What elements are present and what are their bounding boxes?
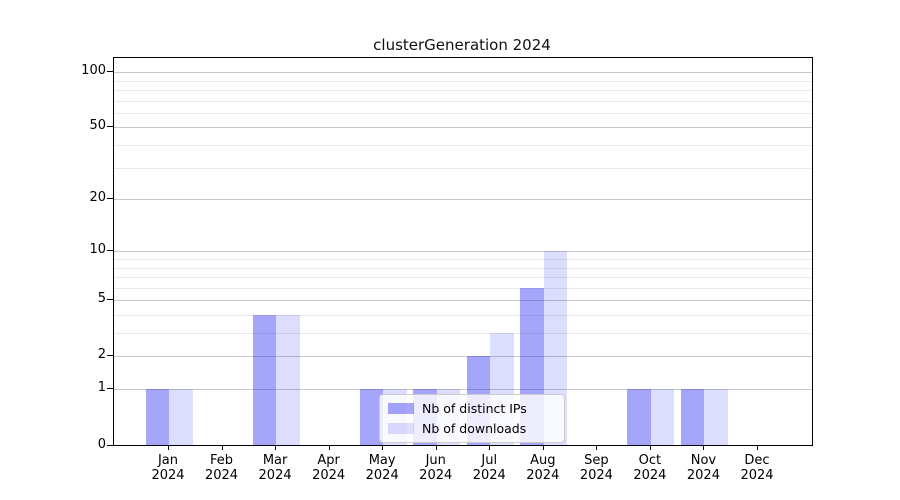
x-tick bbox=[649, 446, 651, 450]
gridline-major bbox=[114, 300, 812, 302]
gridline-minor bbox=[114, 258, 812, 260]
legend: Nb of distinct IPs Nb of downloads bbox=[379, 394, 565, 443]
y-tick-label: 5 bbox=[97, 291, 106, 307]
gridline-major bbox=[114, 356, 812, 358]
bar-distinct-ips bbox=[680, 389, 705, 445]
x-tick bbox=[756, 446, 758, 450]
x-tick-sublabel: 2024 bbox=[258, 468, 292, 483]
x-tick-sublabel: 2024 bbox=[526, 468, 560, 483]
x-tick-label: Jan 2024 bbox=[138, 453, 198, 483]
gridline-minor bbox=[114, 333, 812, 335]
bar-distinct-ips bbox=[627, 389, 651, 445]
plot-area: Nb of distinct IPs Nb of downloads bbox=[113, 57, 813, 446]
bar-distinct-ips bbox=[359, 389, 384, 445]
x-tick-label: Oct 2024 bbox=[620, 453, 680, 483]
gridline-major bbox=[114, 199, 812, 201]
legend-item-downloads: Nb of downloads bbox=[388, 421, 556, 436]
x-tick-sublabel: 2024 bbox=[419, 468, 453, 483]
x-tick bbox=[542, 446, 544, 450]
x-tick-label: Mar 2024 bbox=[245, 453, 305, 483]
bar-distinct-ips bbox=[145, 389, 169, 445]
gridline-major bbox=[114, 127, 812, 129]
x-tick-label: Apr 2024 bbox=[299, 453, 359, 483]
y-tick-label: 100 bbox=[81, 63, 106, 79]
x-tick-sublabel: 2024 bbox=[472, 468, 506, 483]
x-tick-sublabel: 2024 bbox=[579, 468, 613, 483]
gridline-minor bbox=[114, 167, 812, 169]
y-tick bbox=[107, 198, 113, 200]
bar-downloads bbox=[650, 389, 675, 445]
gridline-minor bbox=[114, 100, 812, 102]
gridline-major bbox=[114, 389, 812, 390]
y-tick-label: 10 bbox=[89, 242, 106, 258]
y-tick bbox=[107, 126, 113, 128]
x-tick bbox=[382, 446, 384, 450]
x-tick-label: Sep 2024 bbox=[566, 453, 626, 483]
x-tick bbox=[328, 446, 330, 450]
x-tick-label: May 2024 bbox=[352, 453, 412, 483]
legend-swatch-distinct-ips bbox=[388, 403, 414, 414]
bar-downloads bbox=[704, 389, 728, 445]
x-tick-label: Jun 2024 bbox=[406, 453, 466, 483]
chart-title: clusterGeneration 2024 bbox=[373, 36, 551, 54]
gridline-minor bbox=[114, 90, 812, 92]
gridline-minor bbox=[114, 112, 812, 114]
x-tick-label: Jul 2024 bbox=[459, 453, 519, 483]
x-tick-sublabel: 2024 bbox=[633, 468, 667, 483]
gridline-minor bbox=[114, 277, 812, 279]
legend-item-distinct-ips: Nb of distinct IPs bbox=[388, 401, 556, 416]
x-tick bbox=[168, 446, 169, 450]
y-tick-label: 0 bbox=[97, 437, 106, 452]
gridline-minor bbox=[114, 80, 812, 82]
gridline-minor bbox=[114, 287, 812, 289]
x-tick-sublabel: 2024 bbox=[312, 468, 346, 483]
x-tick bbox=[703, 446, 705, 450]
x-tick-label: Dec 2024 bbox=[727, 453, 787, 483]
gridline-major bbox=[114, 72, 812, 74]
x-tick bbox=[596, 446, 598, 450]
y-tick bbox=[107, 445, 113, 446]
x-tick-sublabel: 2024 bbox=[740, 468, 774, 483]
y-tick-label: 20 bbox=[89, 190, 106, 206]
y-tick bbox=[107, 299, 113, 301]
x-tick-label: Aug 2024 bbox=[513, 453, 573, 483]
y-tick bbox=[107, 355, 113, 357]
x-tick-sublabel: 2024 bbox=[365, 468, 399, 483]
x-tick bbox=[435, 446, 437, 450]
y-tick-label: 2 bbox=[97, 347, 106, 363]
y-tick-label: 1 bbox=[97, 380, 106, 395]
legend-label-downloads: Nb of downloads bbox=[422, 421, 527, 436]
y-tick bbox=[107, 250, 113, 252]
gridline-minor bbox=[114, 314, 812, 316]
gridline-minor bbox=[114, 267, 812, 269]
bar-distinct-ips bbox=[252, 314, 277, 445]
y-tick-label: 50 bbox=[89, 118, 106, 134]
legend-label-distinct-ips: Nb of distinct IPs bbox=[422, 401, 527, 416]
gridline-major bbox=[114, 251, 812, 253]
gridline-minor bbox=[114, 145, 812, 147]
x-tick-label: Feb 2024 bbox=[192, 453, 252, 483]
x-tick-sublabel: 2024 bbox=[151, 468, 185, 483]
legend-swatch-downloads bbox=[388, 423, 414, 434]
x-tick-label: Nov 2024 bbox=[673, 453, 733, 483]
x-tick-sublabel: 2024 bbox=[686, 468, 720, 483]
bar-downloads bbox=[276, 314, 300, 445]
x-tick bbox=[489, 446, 491, 450]
y-tick bbox=[107, 388, 113, 389]
y-tick bbox=[107, 71, 113, 73]
x-tick bbox=[221, 446, 223, 450]
x-tick bbox=[275, 446, 277, 450]
x-tick-sublabel: 2024 bbox=[204, 468, 239, 483]
bar-downloads bbox=[169, 389, 193, 445]
